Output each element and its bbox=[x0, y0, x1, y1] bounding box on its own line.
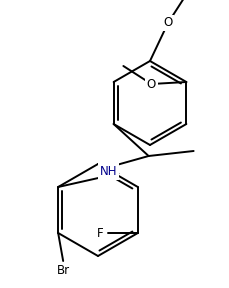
Text: O: O bbox=[163, 16, 172, 29]
Text: F: F bbox=[96, 226, 103, 240]
Text: NH: NH bbox=[99, 165, 117, 178]
Text: O: O bbox=[146, 77, 155, 90]
Text: Br: Br bbox=[56, 264, 69, 278]
